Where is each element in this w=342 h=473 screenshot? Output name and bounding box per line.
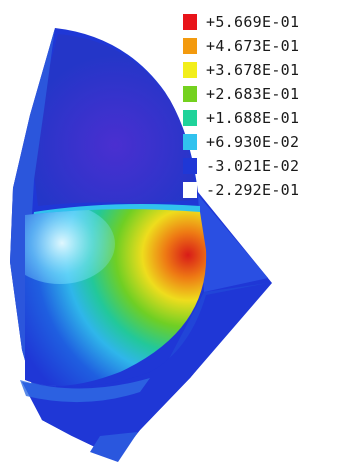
legend-item: -3.021E-02 [183,154,299,178]
legend-item: +5.669E-01 [183,10,299,34]
legend-label: +1.688E-01 [206,109,300,127]
legend-swatch [183,182,197,198]
legend-swatch [183,62,197,78]
wedge-face [198,195,268,292]
legend-item: +2.683E-01 [183,82,299,106]
legend-label: +4.673E-01 [206,37,300,55]
legend-label: +6.930E-02 [206,133,300,151]
legend-item: +6.930E-02 [183,130,299,154]
legend-label: +3.678E-01 [206,61,300,79]
glare [25,209,115,284]
dome-cap [30,34,196,206]
legend-label: +2.683E-01 [206,85,300,103]
legend-item: +3.678E-01 [183,58,299,82]
legend-label: -2.292E-01 [206,181,300,199]
legend-swatch [183,110,197,126]
bottom-tip [90,432,138,462]
legend-item: +1.688E-01 [183,106,299,130]
legend-swatch [183,134,197,150]
legend-swatch [183,14,197,30]
legend-swatch [183,86,197,102]
legend-swatch [183,158,197,174]
lower-band [22,283,268,458]
legend-item: -2.292E-01 [183,178,299,202]
legend-label: -3.021E-02 [206,157,300,175]
legend-label: +5.669E-01 [206,13,300,31]
legend: +5.669E-01 +4.673E-01 +3.678E-01 +2.683E-01… [183,10,299,202]
legend-swatch [183,38,197,54]
lower-band-highlight [20,378,150,403]
legend-item: +4.673E-01 [183,34,299,58]
